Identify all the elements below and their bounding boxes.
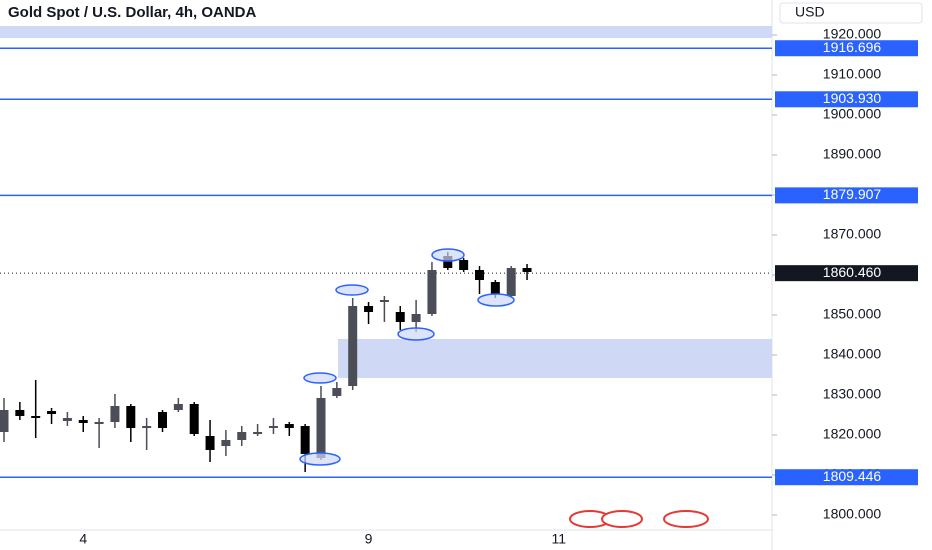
candle-body [332,388,342,396]
level-label: 1879.907 [823,186,882,202]
candle-body [411,314,421,322]
candle-body [459,260,469,270]
candle-body [284,424,294,428]
candle-body [237,432,247,440]
level-label-bg [775,187,918,204]
level-label: 1809.446 [823,468,882,484]
zone [0,26,772,38]
candle-body [395,312,405,322]
currency-box[interactable] [779,2,923,24]
zone [338,339,772,378]
candle-body [62,418,72,421]
y-tick-label: 1910.000 [823,66,882,82]
candle-body [379,300,389,302]
level-label-bg [775,40,918,57]
marker [477,293,515,307]
candle-body [427,270,437,314]
y-tick-label: 1890.000 [823,146,882,162]
candle-body [142,426,152,428]
y-tick-label: 1870.000 [823,226,882,242]
marker [431,248,465,262]
y-tick-label: 1820.000 [823,426,882,442]
x-tick-label: 9 [365,531,373,547]
candle-body [158,412,167,428]
level-label-bg [775,469,918,486]
last-price-label: 1860.460 [823,264,882,280]
candle-body [0,410,9,432]
y-tick-label: 1830.000 [823,386,882,402]
candle-body [94,422,104,424]
candle-body [47,411,57,414]
candle-body [31,416,41,418]
level-label-bg [775,91,918,108]
candle-body [15,410,25,416]
annotations [299,248,515,466]
marker [299,452,341,466]
y-tick-label: 1840.000 [823,346,882,362]
event-icons[interactable] [569,510,709,528]
y-tick-label: 1920.000 [823,26,882,42]
candle-body [316,398,326,458]
candle-body [78,420,88,423]
event-icon[interactable] [601,510,643,528]
chart-title: Gold Spot / U.S. Dollar, 4h, OANDA [8,4,257,21]
marker [397,327,435,341]
last-price-bg [775,265,918,282]
candle-body [475,270,484,280]
candle-body [443,256,453,268]
currency[interactable]: USD [795,4,825,20]
candle-body [253,432,263,434]
candle-body [506,268,516,296]
candle-body [189,404,199,434]
marker [335,284,369,296]
candle-body [490,282,500,294]
y-tick-label: 1900.000 [823,106,882,122]
candle-body [173,404,183,410]
candle-body [110,406,120,422]
event-icon[interactable] [663,510,709,528]
candle-body [126,406,136,428]
candle-body [268,426,278,428]
candle-body [221,440,231,446]
candle-body [348,306,358,386]
candle-body [205,436,215,450]
level-label: 1903.930 [823,90,882,106]
candle-body [300,426,310,454]
x-tick-label: 4 [79,531,87,547]
marker [303,372,337,384]
level-label: 1916.696 [823,39,882,55]
y-tick-label: 1850.000 [823,306,882,322]
candle-body [364,306,374,312]
x-tick-label: 11 [551,531,566,547]
candle-body [522,268,532,272]
y-tick-label: 1800.000 [823,506,882,522]
